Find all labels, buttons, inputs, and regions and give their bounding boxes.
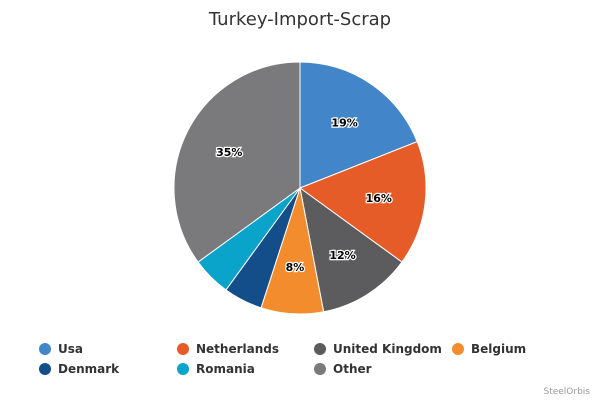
legend-label-belgium: Belgium (471, 342, 526, 356)
pie-slice-other[interactable] (173, 61, 301, 263)
slice-label-usa: 19% (331, 116, 357, 129)
pie-slice-usa[interactable] (299, 61, 418, 189)
slice-label-netherlands: 16% (366, 192, 392, 205)
legend-item-other[interactable]: Other (314, 362, 372, 376)
legend-marker-other (314, 363, 326, 375)
legend-label-romania: Romania (196, 362, 255, 376)
credit-text[interactable]: SteelOrbis (543, 387, 590, 397)
legend-item-usa[interactable]: Usa (39, 342, 83, 356)
legend-label-netherlands: Netherlands (196, 342, 279, 356)
legend-marker-denmark (39, 363, 51, 375)
legend-item-united-kingdom[interactable]: United Kingdom (314, 342, 442, 356)
pie-slice-united-kingdom[interactable] (299, 186, 403, 313)
legend-item-romania[interactable]: Romania (177, 362, 255, 376)
legend-item-belgium[interactable]: Belgium (452, 342, 526, 356)
slice-labels: 19% 16% 12% 8% 35% (215, 115, 393, 275)
pie-slice-netherlands[interactable] (298, 140, 427, 263)
legend-item-denmark[interactable]: Denmark (39, 362, 120, 376)
legend-marker-belgium (452, 343, 464, 355)
slice-label-belgium: 8% (286, 261, 305, 274)
legend-item-netherlands[interactable]: Netherlands (177, 342, 279, 356)
legend-label-other: Other (333, 362, 372, 376)
legend-marker-united-kingdom (314, 343, 326, 355)
legend-label-united-kingdom: United Kingdom (333, 342, 442, 356)
legend-marker-romania (177, 363, 189, 375)
legend-marker-usa (39, 343, 51, 355)
chart-title: Turkey-Import-Scrap (208, 9, 391, 30)
pie-slices (173, 61, 427, 315)
legend-marker-netherlands (177, 343, 189, 355)
legend-label-denmark: Denmark (58, 362, 120, 376)
chart-legend: Usa Netherlands United Kingdom Belgium Denma… (39, 342, 526, 376)
legend-label-usa: Usa (58, 342, 83, 356)
slice-label-united-kingdom: 12% (329, 249, 355, 262)
slice-label-other: 35% (216, 146, 242, 159)
